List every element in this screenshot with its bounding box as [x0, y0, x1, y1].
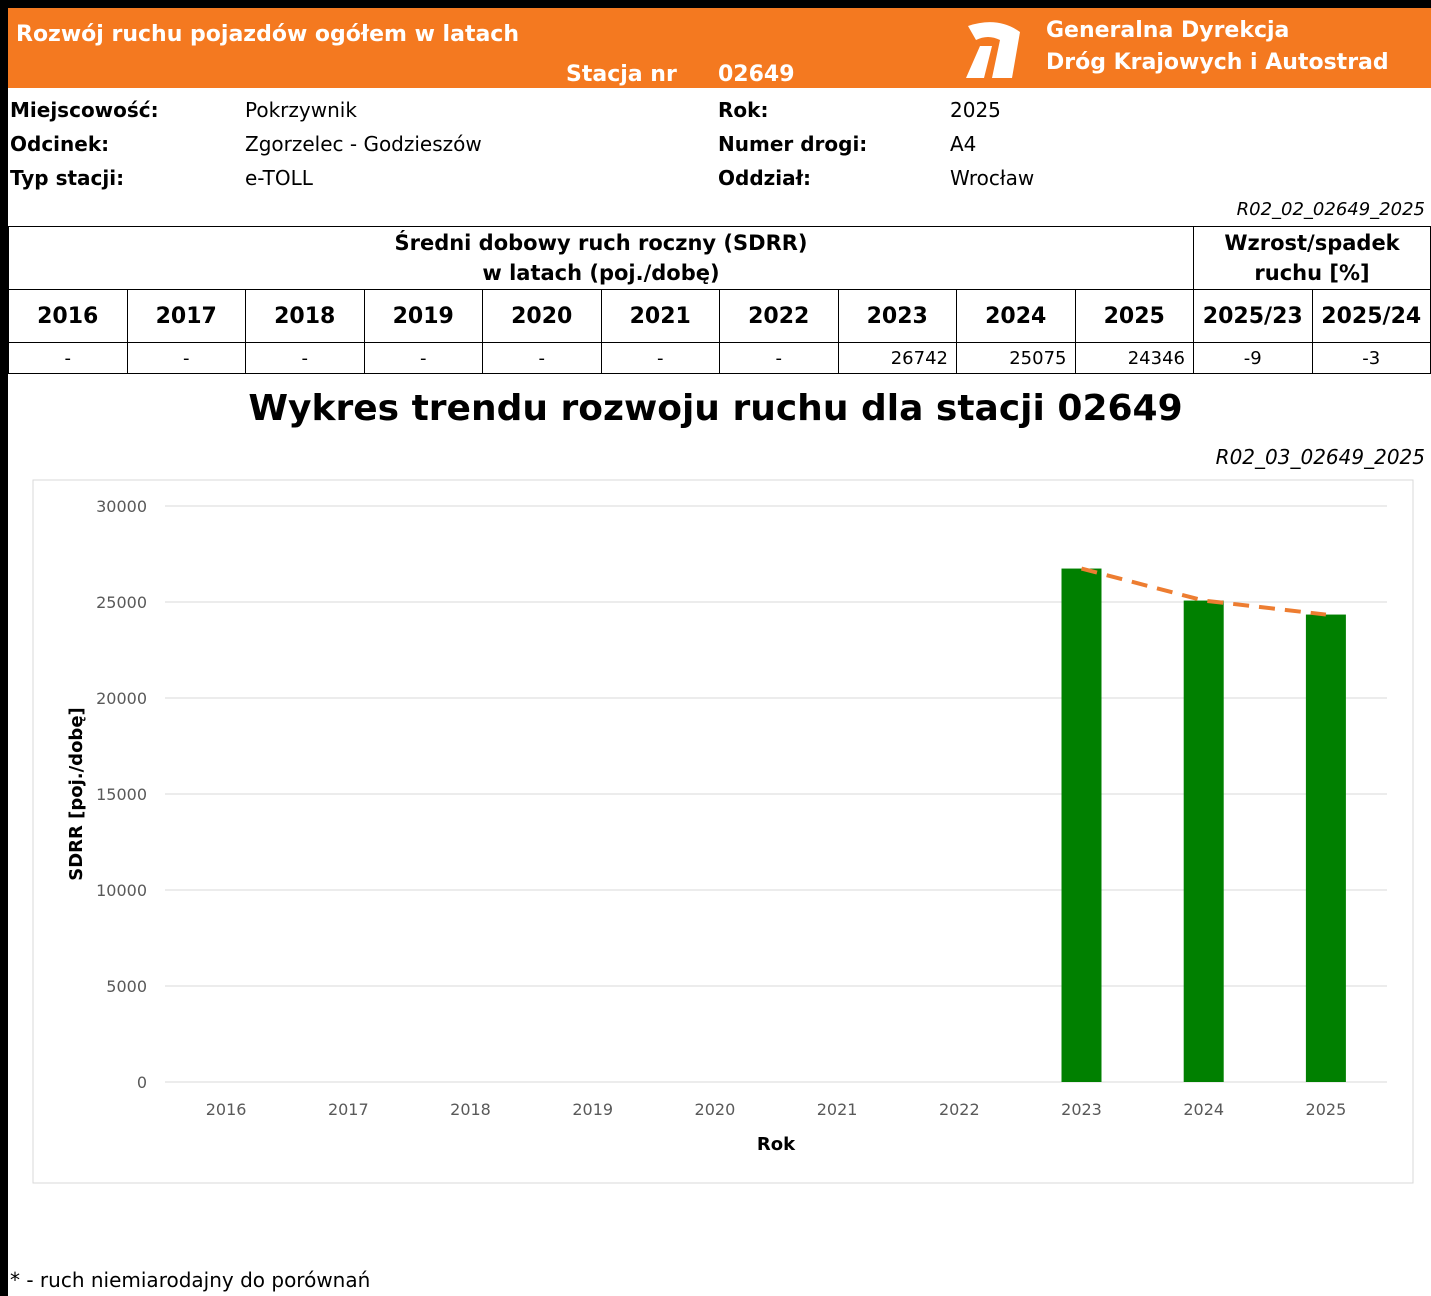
info-label: Oddział:: [718, 166, 812, 190]
y-tick-label: 20000: [96, 689, 147, 708]
y-tick-label: 10000: [96, 881, 147, 900]
x-tick-label: 2025: [1306, 1100, 1347, 1119]
header-cell: Wzrost/spadek ruchu [%]: [1193, 226, 1431, 290]
left-border: [0, 0, 8, 1296]
header-title: Rozwój ruchu pojazdów ogółem w latach: [16, 22, 520, 47]
info-value: Zgorzelec - Godzieszów: [245, 132, 482, 156]
footnote: * - ruch niemiarodajny do porównań: [10, 1268, 371, 1292]
column-header: 2016: [8, 289, 128, 343]
info-value: Wrocław: [950, 166, 1035, 190]
trend-line: [1080, 566, 1327, 617]
value-cell: 26742: [837, 342, 957, 374]
header-cell: Średni dobowy ruch roczny (SDRR) w latach…: [8, 226, 1194, 290]
y-tick-label: 5000: [106, 977, 147, 996]
bar: [1305, 614, 1346, 1082]
info-label: Numer drogi:: [718, 132, 868, 156]
y-axis-label: SDRR [poj./dobę]: [66, 707, 87, 881]
sdrr-table: Średni dobowy ruch roczny (SDRR) w latach…: [8, 226, 1431, 374]
x-tick-label: 2023: [1061, 1100, 1102, 1119]
column-header: 2025: [1074, 289, 1194, 343]
org-name: Dróg Krajowych i Autostrad: [1046, 50, 1389, 75]
chart-frame: [32, 479, 1414, 1184]
table-code: R02_02_02649_2025: [1236, 199, 1425, 220]
column-header: 2024: [956, 289, 1076, 343]
column-header: 2019: [363, 289, 483, 343]
table-header-row: Średni dobowy ruch roczny (SDRR) w latach…: [8, 226, 1431, 290]
header-text: Średni dobowy ruch roczny (SDRR): [394, 231, 808, 255]
value-row: - - - - - - -26742 25075 24346 -9 -3: [8, 342, 1431, 374]
value-cell: 24346: [1074, 342, 1194, 374]
x-tick-label: 2018: [450, 1100, 491, 1119]
column-header: 2022: [719, 289, 839, 343]
info-label: Odcinek:: [10, 132, 110, 156]
header-band: [8, 8, 1431, 88]
value-cell: -: [363, 342, 483, 374]
x-tick-label: 2016: [206, 1100, 247, 1119]
value-cell: 25075: [956, 342, 1076, 374]
logo: [966, 22, 1020, 78]
value-cell: -: [8, 342, 128, 374]
value-cell: -: [600, 342, 720, 374]
y-tick-label: 30000: [96, 497, 147, 516]
info-value: A4: [950, 132, 977, 156]
bar: [1183, 600, 1224, 1082]
chart-title: Wykres trendu rozwoju ruchu dla stacji 0…: [248, 388, 1183, 429]
value-cell: -: [245, 342, 365, 374]
column-header: 2021: [600, 289, 720, 343]
info-value: 2025: [950, 98, 1001, 122]
x-tick-label: 2021: [817, 1100, 858, 1119]
info-label: Miejscowość:: [10, 98, 159, 122]
column-header: 2025/24: [1311, 289, 1431, 343]
column-header: 2025/23: [1193, 289, 1313, 343]
x-tick-label: 2020: [695, 1100, 736, 1119]
x-tick-label: 2022: [939, 1100, 980, 1119]
header-text: ruchu [%]: [1254, 261, 1370, 285]
x-tick-label: 2019: [572, 1100, 613, 1119]
y-tick-label: 25000: [96, 593, 147, 612]
station-label: Stacja nr: [566, 62, 677, 87]
info-label: Typ stacji:: [10, 166, 125, 190]
value-cell: -9: [1193, 342, 1313, 374]
x-tick-label: 2017: [328, 1100, 369, 1119]
x-axis-label: Rok: [757, 1134, 796, 1155]
x-tick-label: 2024: [1183, 1100, 1224, 1119]
info-value: e-TOLL: [245, 166, 313, 190]
value-cell: -: [126, 342, 246, 374]
info-label: Rok:: [718, 98, 769, 122]
org-name: Generalna Dyrekcja: [1046, 18, 1290, 43]
header-text: w latach (poj./dobę): [482, 261, 720, 285]
top-border: [0, 0, 1431, 8]
chart-code: R02_03_02649_2025: [1215, 445, 1425, 469]
y-tick-label: 0: [137, 1073, 147, 1092]
info-value: Pokrzywnik: [245, 98, 357, 122]
header-text: Wzrost/spadek: [1224, 231, 1400, 255]
year-row: 2016 2017 2018 2019 2020 2021 2022 2023 2024 2025…: [8, 289, 1431, 343]
value-cell: -3: [1311, 342, 1431, 374]
y-tick-label: 15000: [96, 785, 147, 804]
bar: [1061, 568, 1102, 1082]
station-number: 02649: [718, 62, 795, 87]
